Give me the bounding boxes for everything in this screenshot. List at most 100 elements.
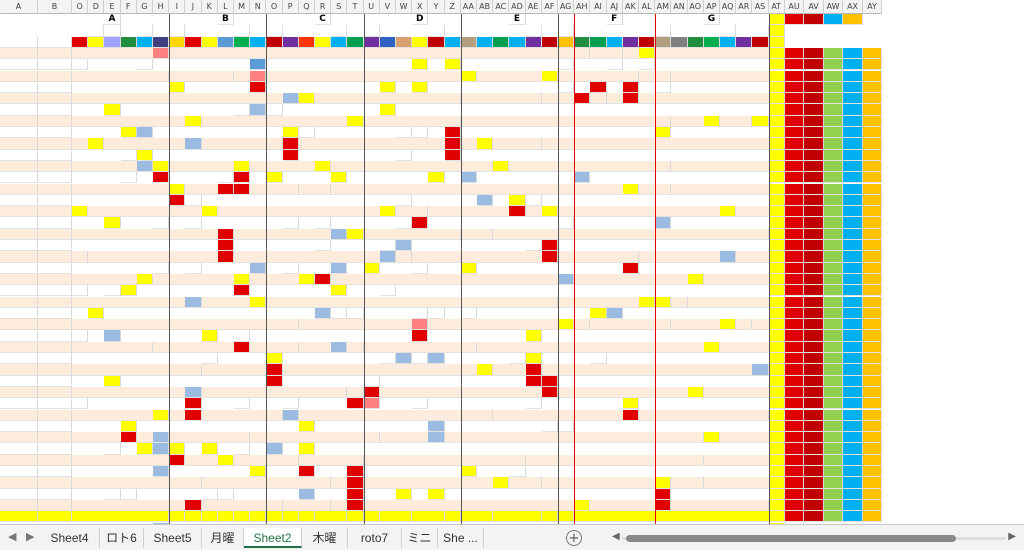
top-number[interactable] [363,25,380,37]
arrow-cell[interactable] [153,522,170,524]
number-cell[interactable] [169,194,186,207]
number-cell[interactable] [185,477,202,489]
number-cell[interactable] [379,251,396,263]
column-header[interactable]: M [234,0,251,14]
number-cell[interactable] [331,228,348,240]
number-cell[interactable] [217,172,234,184]
stat-cell[interactable] [843,443,863,455]
number-bar-cell[interactable] [379,36,396,48]
top-number[interactable] [428,25,445,37]
right-header-aw[interactable] [823,14,844,26]
number-cell[interactable] [298,127,315,139]
stat-cell[interactable] [784,194,805,207]
number-cell[interactable] [720,251,737,263]
round-cell[interactable] [38,228,72,240]
stat-cell[interactable] [804,240,824,252]
round-cell[interactable] [38,273,72,286]
stat-cell[interactable] [862,319,883,331]
number-cell[interactable] [655,499,672,512]
number-cell[interactable] [217,183,234,195]
column-header[interactable]: AN [671,0,688,14]
total-stat[interactable] [804,511,824,523]
date-cell[interactable] [0,443,38,455]
number-cell[interactable] [266,375,283,387]
round-cell[interactable] [38,386,72,399]
number-cell[interactable] [282,127,299,139]
stat-cell[interactable] [823,115,844,127]
round-cell[interactable] [38,262,72,274]
number-cell[interactable] [558,217,575,229]
date-cell[interactable] [0,194,38,207]
stat-cell[interactable] [823,81,844,94]
number-cell[interactable] [525,375,542,387]
column-header[interactable]: AJ [606,0,623,14]
number-cell[interactable] [558,420,575,433]
stat-cell[interactable] [804,488,824,500]
number-cell[interactable] [315,217,332,229]
column-header[interactable]: AO [687,0,704,14]
stat-cell[interactable] [804,273,824,286]
stat-cell[interactable] [843,398,863,410]
number-bar-cell[interactable] [347,36,364,48]
total-cell[interactable] [185,511,202,523]
number-cell[interactable] [250,70,267,82]
number-cell[interactable] [72,59,89,71]
sheet-tab[interactable]: Sheet4 [40,528,100,548]
column-header[interactable]: AS [752,0,769,14]
number-cell[interactable] [639,59,656,71]
sheet-tab[interactable]: 木曜 [302,528,348,548]
number-cell[interactable] [622,93,639,105]
round-cell[interactable] [38,398,72,410]
round-cell[interactable] [38,59,72,71]
stat-cell[interactable] [804,443,824,455]
stat-cell[interactable] [784,262,805,274]
round-cell[interactable] [38,183,72,195]
number-cell[interactable] [234,160,251,173]
stat-cell[interactable] [784,409,805,421]
total-stat[interactable] [784,511,805,523]
number-cell[interactable] [298,466,315,478]
number-cell[interactable] [525,240,542,252]
stat-cell[interactable] [823,420,844,433]
stat-cell[interactable] [843,432,863,444]
stat-cell[interactable] [862,307,883,320]
number-cell[interactable] [347,341,364,353]
stat-cell[interactable] [862,183,883,195]
number-bar-cell[interactable] [493,36,510,48]
top-number[interactable] [266,25,283,37]
stat-cell[interactable] [862,409,883,421]
number-cell[interactable] [428,488,445,500]
number-cell[interactable] [363,386,380,399]
number-cell[interactable] [444,228,461,240]
column-header[interactable]: AW [823,0,844,14]
number-cell[interactable] [120,285,137,297]
number-cell[interactable] [234,398,251,410]
column-header[interactable]: AA [460,0,477,14]
date-cell[interactable] [0,262,38,274]
stat-cell[interactable] [823,477,844,489]
stat-cell[interactable] [843,228,863,240]
stat-cell[interactable] [823,488,844,500]
stat-cell[interactable] [823,398,844,410]
stat-cell[interactable] [784,499,805,512]
number-cell[interactable] [88,138,105,150]
number-cell[interactable] [639,47,656,60]
date-cell[interactable] [0,240,38,252]
stat-cell[interactable] [843,330,863,342]
number-cell[interactable] [153,262,170,274]
stat-cell[interactable] [843,104,863,116]
number-cell[interactable] [687,477,704,489]
sheet-tab[interactable]: Sheet2 [244,528,302,548]
round-cell[interactable] [38,420,72,433]
stat-cell[interactable] [784,353,805,365]
column-header[interactable]: H [153,0,170,14]
number-cell[interactable] [509,454,526,466]
date-cell[interactable] [0,375,38,387]
date-cell[interactable] [0,307,38,320]
number-cell[interactable] [347,115,364,127]
number-cell[interactable] [541,420,558,433]
number-cell[interactable] [234,172,251,184]
number-cell[interactable] [412,81,429,94]
number-cell[interactable] [104,104,121,116]
number-cell[interactable] [136,341,153,353]
